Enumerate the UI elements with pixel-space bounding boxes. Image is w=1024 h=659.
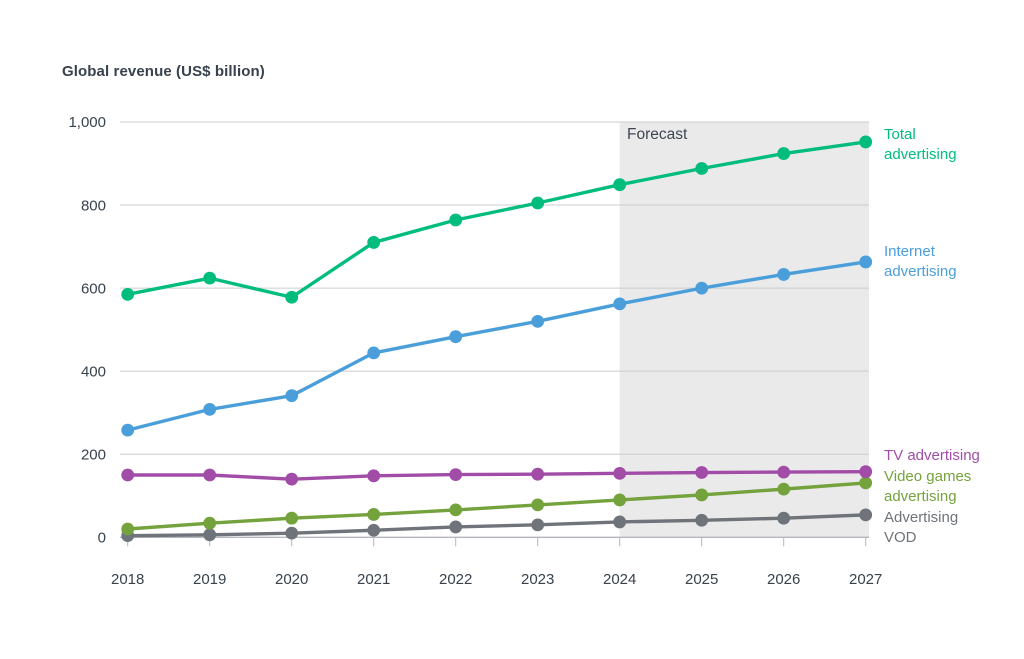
y-axis-tick-label: 800 [81, 197, 106, 214]
data-point [777, 511, 791, 525]
x-axis-tick-label: 2018 [111, 571, 144, 588]
data-point [859, 255, 873, 269]
x-axis-tick-label: 2020 [275, 571, 308, 588]
data-point [285, 290, 299, 304]
series-line [125, 513, 868, 538]
data-point [695, 513, 709, 527]
series-line [125, 260, 868, 432]
data-point [695, 162, 709, 175]
data-point [859, 508, 873, 522]
data-point [203, 402, 217, 416]
data-point [121, 468, 135, 482]
data-point [285, 389, 299, 403]
series-line [125, 481, 868, 531]
x-axis-tick-label: 2024 [603, 571, 636, 588]
data-point [367, 236, 381, 249]
data-point [121, 522, 135, 536]
forecast-label: Forecast [627, 126, 688, 143]
data-point [449, 213, 463, 227]
data-point [613, 297, 627, 311]
data-point [531, 498, 545, 512]
data-point [203, 516, 217, 530]
data-point [859, 476, 873, 490]
data-point [859, 135, 873, 149]
data-point [367, 346, 381, 360]
data-point [613, 466, 627, 480]
data-point [203, 528, 217, 542]
data-point [367, 469, 381, 483]
data-point [777, 482, 791, 496]
forecast-band [619, 122, 869, 538]
data-point [121, 423, 135, 437]
data-point [531, 314, 545, 328]
chart-title: Global revenue (US$ billion) [62, 63, 265, 80]
y-axis-tick-label: 1,000 [68, 114, 106, 131]
data-point [777, 465, 791, 479]
x-axis-tick-label: 2022 [439, 571, 472, 588]
data-point [449, 520, 463, 534]
x-axis-tick-label: 2019 [193, 571, 226, 588]
data-point [449, 330, 463, 344]
data-point [367, 523, 381, 537]
data-point [449, 468, 463, 481]
x-axis-tick-label: 2027 [849, 571, 882, 588]
data-point [777, 268, 791, 281]
data-point [531, 196, 545, 210]
data-point [695, 281, 709, 295]
y-axis-tick-label: 200 [81, 446, 106, 463]
data-point [859, 465, 873, 479]
data-point [777, 147, 791, 160]
data-point [285, 511, 299, 525]
x-axis-tick-label: 2021 [357, 571, 390, 588]
data-point [367, 508, 381, 521]
data-point [695, 488, 709, 502]
x-axis-tick-label: 2025 [685, 571, 718, 588]
data-point [695, 466, 709, 479]
y-axis-tick-label: 0 [98, 530, 106, 547]
data-point [613, 515, 627, 529]
data-point [203, 271, 217, 285]
data-point [613, 178, 627, 192]
series-line [125, 140, 868, 299]
y-axis-tick-label: 400 [81, 363, 106, 380]
data-point [203, 468, 217, 482]
data-point [613, 493, 627, 507]
x-axis-tick-label: 2026 [767, 571, 800, 588]
data-point [121, 287, 135, 301]
series-line [125, 469, 868, 481]
data-point [531, 518, 545, 532]
data-point [285, 472, 299, 486]
data-point [449, 503, 463, 517]
y-axis-tick-label: 600 [81, 280, 106, 297]
data-point [285, 526, 299, 540]
x-axis-tick-label: 2023 [521, 571, 554, 588]
data-point [531, 467, 545, 481]
